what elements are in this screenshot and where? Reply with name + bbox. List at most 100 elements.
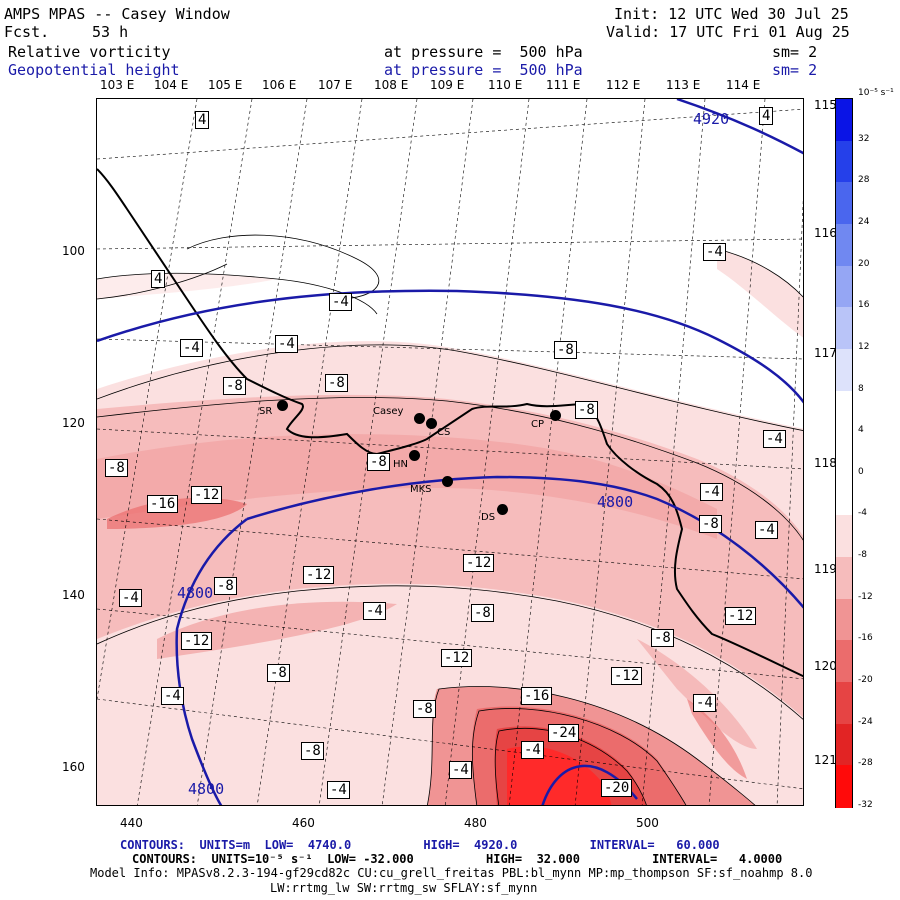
station-label-sr: SR bbox=[259, 406, 273, 417]
vort-label: -24 bbox=[548, 724, 580, 742]
vort-label: -12 bbox=[463, 554, 495, 572]
vorticity-contour-info: CONTOURS: UNITS=10⁻⁵ s⁻¹ LOW= -32.000 HI… bbox=[132, 852, 783, 866]
colorbar-swatch bbox=[836, 640, 852, 684]
vort-label: -8 bbox=[325, 374, 348, 392]
field2-level: at pressure = 500 hPa bbox=[384, 61, 583, 79]
colorbar-swatch bbox=[836, 223, 852, 267]
station-label-casey: Casey bbox=[373, 406, 404, 417]
colorbar-label: 16 bbox=[858, 300, 870, 311]
field2-name: Geopotential height bbox=[8, 61, 180, 79]
station-dot bbox=[550, 410, 561, 421]
vort-label: -4 bbox=[521, 741, 544, 759]
colorbar-swatch bbox=[836, 390, 852, 434]
lon-label: 103 E bbox=[100, 78, 135, 92]
vort-label: -8 bbox=[413, 700, 436, 718]
vort-label: 4 bbox=[151, 270, 166, 288]
field1-level: at pressure = 500 hPa bbox=[384, 43, 583, 61]
vort-label: -8 bbox=[554, 341, 577, 359]
forecast-hour: 53 h bbox=[92, 23, 129, 41]
colorbar-label: -32 bbox=[858, 800, 873, 810]
lon-label: 112 E bbox=[606, 78, 641, 92]
lon-label: 107 E bbox=[318, 78, 353, 92]
station-dot bbox=[409, 450, 420, 461]
vort-label: 4 bbox=[759, 107, 774, 125]
height-contours bbox=[97, 99, 803, 805]
y-tick: 140 bbox=[62, 588, 85, 602]
vort-label: -4 bbox=[755, 521, 778, 539]
model-info: Model Info: MPASv8.2.3-194-gf29cd82c CU:… bbox=[90, 866, 813, 880]
y-tick: 160 bbox=[62, 760, 85, 774]
vort-label: -4 bbox=[275, 335, 298, 353]
colorbar-swatch bbox=[836, 765, 852, 808]
vort-label: -4 bbox=[363, 602, 386, 620]
vort-label: -8 bbox=[301, 742, 324, 760]
colorbar-swatch bbox=[836, 265, 852, 309]
vort-label: -8 bbox=[651, 629, 674, 647]
lon-label: 114 E bbox=[726, 78, 761, 92]
vort-label: -8 bbox=[214, 577, 237, 595]
vort-label: -4 bbox=[329, 293, 352, 311]
colorbar-label: 4 bbox=[858, 425, 864, 436]
colorbar-label: 28 bbox=[858, 175, 870, 186]
colorbar-label: -12 bbox=[858, 591, 873, 602]
colorbar-label: 24 bbox=[858, 216, 870, 227]
latlon-grid bbox=[97, 99, 803, 805]
height-contour-info: CONTOURS: UNITS=m LOW= 4740.0 HIGH= 4920… bbox=[120, 838, 720, 852]
vort-label: 4 bbox=[195, 111, 210, 129]
colorbar-label: 20 bbox=[858, 258, 870, 269]
station-dot bbox=[426, 418, 437, 429]
y-tick: 100 bbox=[62, 244, 85, 258]
x-tick: 440 bbox=[120, 816, 143, 830]
x-tick: 460 bbox=[292, 816, 315, 830]
x-tick: 500 bbox=[636, 816, 659, 830]
station-label-hn: HN bbox=[393, 459, 408, 470]
colorbar-swatch bbox=[836, 99, 852, 142]
colorbar-swatch bbox=[836, 307, 852, 350]
station-label-cs: CS bbox=[437, 427, 451, 438]
lon-label: 109 E bbox=[430, 78, 465, 92]
vort-label: -12 bbox=[303, 566, 335, 584]
vort-label: -8 bbox=[223, 377, 246, 395]
colorbar-unit: 10⁻⁵ s⁻¹ bbox=[858, 88, 894, 98]
colorbar-swatch bbox=[836, 140, 852, 184]
height-label: 4800 bbox=[597, 493, 634, 511]
colorbar-label: -16 bbox=[858, 633, 873, 644]
height-label: 4800 bbox=[177, 584, 214, 602]
lon-label: 104 E bbox=[154, 78, 189, 92]
colorbar bbox=[835, 98, 853, 808]
model-info-physics: LW:rrtmg_lw SW:rrtmg_sw SFLAY:sf_mynn bbox=[270, 881, 538, 895]
coastline bbox=[97, 168, 803, 678]
colorbar-label: -8 bbox=[858, 550, 867, 561]
colorbar-swatch bbox=[836, 432, 852, 475]
vort-label: -8 bbox=[105, 459, 128, 477]
vort-label: -4 bbox=[327, 781, 350, 799]
vort-label: -12 bbox=[725, 607, 757, 625]
vorticity-fill bbox=[97, 249, 803, 805]
vort-label: -8 bbox=[367, 453, 390, 471]
lon-label: 105 E bbox=[208, 78, 243, 92]
vort-label: -8 bbox=[471, 604, 494, 622]
lon-label: 108 E bbox=[374, 78, 409, 92]
vort-label: -4 bbox=[700, 483, 723, 501]
x-tick: 480 bbox=[464, 816, 487, 830]
vort-label: -12 bbox=[441, 649, 473, 667]
colorbar-label: -20 bbox=[858, 675, 873, 686]
station-dot bbox=[414, 413, 425, 424]
vort-label: -12 bbox=[181, 632, 213, 650]
colorbar-label: 12 bbox=[858, 341, 870, 352]
colorbar-swatch bbox=[836, 182, 852, 225]
vort-label: -8 bbox=[267, 664, 290, 682]
forecast-label: Fcst. bbox=[4, 23, 50, 41]
vort-label: -16 bbox=[147, 495, 179, 513]
colorbar-label: 8 bbox=[858, 383, 864, 394]
colorbar-label: -4 bbox=[858, 508, 867, 519]
colorbar-label: 32 bbox=[858, 133, 870, 144]
lon-label: 113 E bbox=[666, 78, 701, 92]
colorbar-swatch bbox=[836, 723, 852, 767]
colorbar-swatch bbox=[836, 473, 852, 517]
lon-label: 106 E bbox=[262, 78, 297, 92]
vort-label: -4 bbox=[763, 430, 786, 448]
vort-label: -4 bbox=[161, 687, 184, 705]
vort-label: -12 bbox=[611, 667, 643, 685]
map-plot: SR Casey CS HN MKS CP DS 4920 4800 4800 … bbox=[96, 98, 804, 806]
